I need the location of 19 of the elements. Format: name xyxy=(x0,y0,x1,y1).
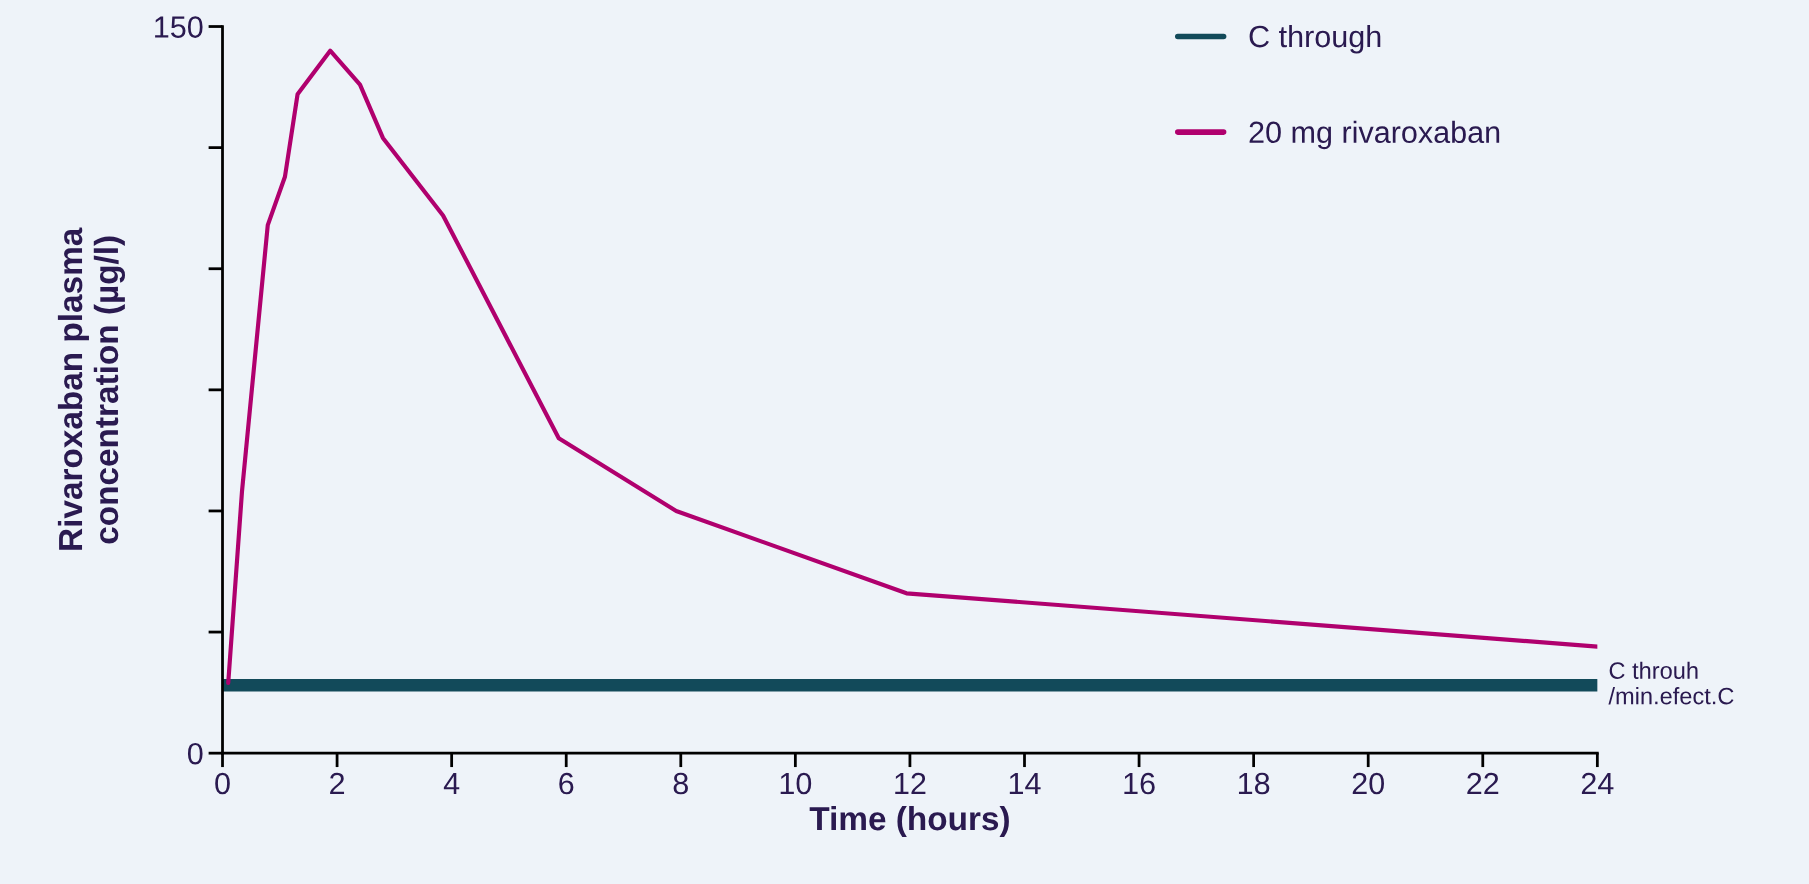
x-tick-label: 4 xyxy=(443,773,460,795)
x-tick-label: 24 xyxy=(1581,772,1614,795)
x-tick-label: 22 xyxy=(1467,772,1499,795)
x-tick-label: 8 xyxy=(673,772,688,795)
x-tick-label: 2 xyxy=(330,772,345,795)
legend-label: C through xyxy=(1249,24,1381,54)
x-tick-label: 20 xyxy=(1352,772,1385,795)
x-tick-label: 18 xyxy=(1238,772,1270,795)
legend-label: 20 mg rivaroxaban xyxy=(1249,120,1500,150)
x-tick-label: 6 xyxy=(559,772,574,795)
x-axis-title: Time (hours) xyxy=(809,805,1009,838)
y-tick-label: 150 xyxy=(155,16,203,38)
x-tick-label: 16 xyxy=(1124,772,1155,795)
y-axis-title: Rivaroxaban plasma concentration (µg/l) xyxy=(57,227,125,550)
x-tick-label: 12 xyxy=(895,772,926,795)
x-tick-label: 10 xyxy=(780,772,812,795)
x-tick-label: 14 xyxy=(1009,773,1041,795)
x-tick-label: 0 xyxy=(215,772,230,795)
annotation: C throuh /min.efect.C xyxy=(1608,661,1734,705)
